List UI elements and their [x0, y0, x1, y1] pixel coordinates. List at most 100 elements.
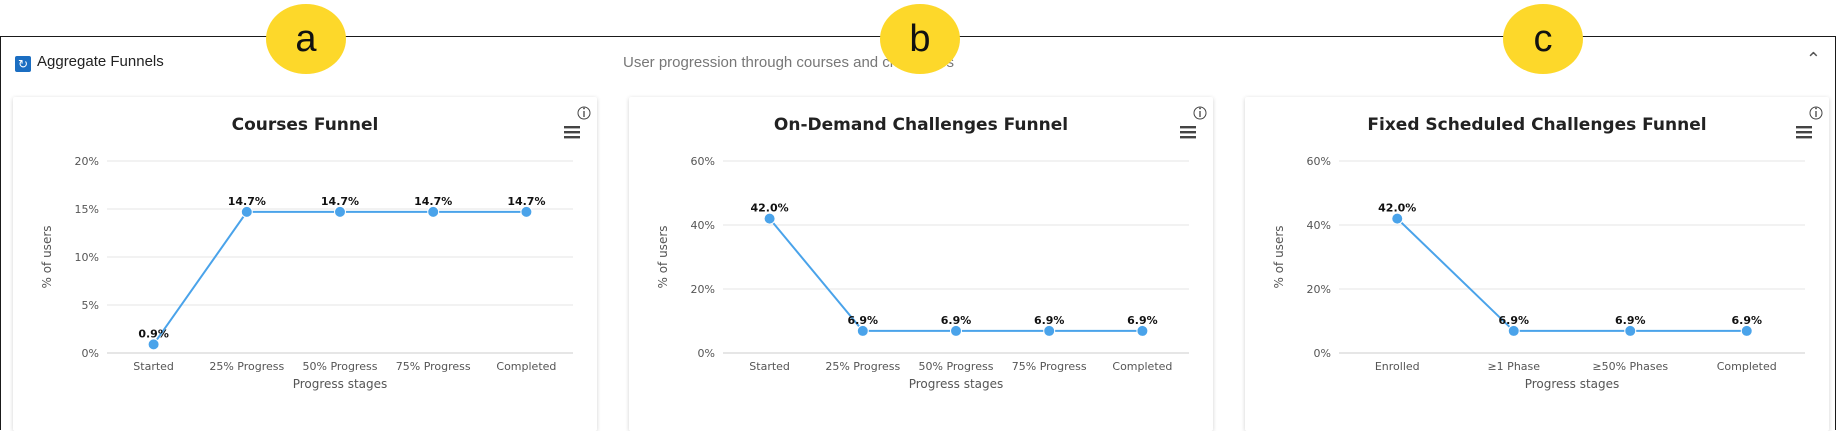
menu-bar-2: [1796, 136, 1812, 139]
callout-badge-a: a: [266, 4, 346, 74]
y-tick-label: 0%: [1314, 347, 1331, 360]
chart-title: Courses Funnel: [232, 115, 379, 135]
data-point[interactable]: [427, 205, 440, 218]
callout-badge-c: c: [1503, 4, 1583, 74]
data-point[interactable]: [1507, 324, 1520, 337]
data-point[interactable]: [763, 212, 776, 225]
data-label: 6.9%: [1034, 314, 1065, 327]
info-icon-dot: [1199, 107, 1201, 110]
data-label: 6.9%: [848, 314, 879, 327]
data-point[interactable]: [950, 324, 962, 337]
hamburger-menu-icon[interactable]: [1180, 126, 1196, 139]
y-tick-label: 40%: [691, 219, 715, 232]
info-icon-dot: [583, 107, 585, 110]
data-label: 14.7%: [507, 195, 545, 208]
y-axis-title: % of users: [40, 225, 54, 288]
chart-card-on-demand: On-Demand Challenges Funnel 0% 20% 40% 60% St…: [629, 97, 1213, 431]
y-tick-label: 20%: [691, 283, 715, 296]
data-label: 6.9%: [941, 314, 972, 327]
aggregate-funnels-panel: ↻ Aggregate Funnels User progression thr…: [0, 36, 1836, 431]
info-icon[interactable]: [1809, 106, 1823, 120]
x-tick-label: Completed: [1112, 360, 1172, 373]
x-tick-label: 50% Progress: [303, 360, 378, 373]
data-point[interactable]: [240, 205, 253, 218]
info-icon-dot: [1815, 107, 1817, 110]
y-axis-title: % of users: [656, 225, 670, 288]
y-axis-title: % of users: [1272, 225, 1286, 288]
panel-subtitle: User progression through courses and cha…: [623, 54, 955, 71]
menu-bar-2: [564, 136, 580, 139]
data-point[interactable]: [1136, 324, 1149, 337]
data-label: 14.7%: [414, 195, 452, 208]
data-point[interactable]: [147, 338, 160, 351]
x-tick-label: Completed: [1717, 360, 1777, 373]
chart-card-courses: Courses Funnel 0% 5% 10% 15% 20% Started 25% Pr…: [13, 97, 597, 431]
y-tick-label: 5%: [82, 299, 99, 312]
series-line: [1396, 217, 1747, 332]
data-label: 0.9%: [138, 327, 169, 340]
x-tick-label: Started: [133, 360, 174, 373]
data-point[interactable]: [1391, 212, 1404, 225]
chart-title: On-Demand Challenges Funnel: [774, 115, 1068, 135]
data-point[interactable]: [1043, 324, 1056, 337]
data-label: 42.0%: [751, 202, 789, 215]
info-icon-circle: [1809, 106, 1823, 120]
data-label: 14.7%: [228, 195, 266, 208]
x-axis-title: Progress stages: [293, 377, 388, 391]
x-tick-label: Started: [749, 360, 790, 373]
menu-bar-1: [1796, 131, 1812, 134]
data-label: 42.0%: [1378, 202, 1416, 215]
menu-bar-1: [564, 131, 580, 134]
series-line: [152, 210, 527, 345]
y-tick-label: 0%: [82, 347, 99, 360]
y-tick-label: 20%: [75, 155, 99, 168]
chart-card-fixed-scheduled: Fixed Scheduled Challenges Funnel 0% 20% 40…: [1245, 97, 1829, 431]
x-tick-label: 50% Progress: [919, 360, 994, 373]
data-label: 6.9%: [1127, 314, 1158, 327]
hamburger-menu-icon[interactable]: [1796, 126, 1812, 139]
chart-courses-funnel: Courses Funnel 0% 5% 10% 15% 20% Started 25% Pr…: [40, 106, 591, 391]
y-tick-label: 15%: [75, 203, 99, 216]
chart-fixed-scheduled-funnel: Fixed Scheduled Challenges Funnel 0% 20% 40…: [1272, 106, 1823, 391]
menu-bar-0: [564, 126, 580, 129]
menu-bar-1: [1180, 131, 1196, 134]
info-icon-circle: [1193, 106, 1207, 120]
refresh-icon[interactable]: ↻: [15, 56, 31, 72]
x-axis-title: Progress stages: [909, 377, 1004, 391]
data-point[interactable]: [1740, 324, 1753, 337]
x-tick-label: Completed: [496, 360, 556, 373]
y-tick-label: 20%: [1307, 283, 1331, 296]
menu-bar-0: [1180, 126, 1196, 129]
y-tick-label: 60%: [1307, 155, 1331, 168]
hamburger-menu-icon[interactable]: [564, 126, 580, 139]
data-label: 6.9%: [1731, 314, 1762, 327]
y-tick-label: 0%: [698, 347, 715, 360]
x-tick-label: ≥1 Phase: [1487, 360, 1540, 373]
info-icon-circle: [577, 106, 591, 120]
info-icon[interactable]: [1193, 106, 1207, 120]
y-tick-label: 60%: [691, 155, 715, 168]
chevron-up-icon[interactable]: ⌃: [1805, 49, 1821, 70]
chart-title: Fixed Scheduled Challenges Funnel: [1367, 115, 1706, 135]
info-icon[interactable]: [577, 106, 591, 120]
x-tick-label: 75% Progress: [396, 360, 471, 373]
data-point[interactable]: [856, 324, 869, 337]
menu-bar-2: [1180, 136, 1196, 139]
callout-badge-b: b: [880, 4, 960, 74]
data-point[interactable]: [1624, 324, 1637, 337]
y-tick-label: 10%: [75, 251, 99, 264]
data-point[interactable]: [334, 205, 346, 218]
x-axis-title: Progress stages: [1525, 377, 1620, 391]
chart-on-demand-funnel: On-Demand Challenges Funnel 0% 20% 40% 60% St…: [656, 106, 1207, 391]
panel-header: ↻ Aggregate Funnels User progression thr…: [1, 37, 1835, 89]
data-label: 6.9%: [1615, 314, 1646, 327]
x-tick-label: 25% Progress: [825, 360, 900, 373]
x-tick-label: ≥50% Phases: [1592, 360, 1668, 373]
x-tick-label: 25% Progress: [209, 360, 284, 373]
menu-bar-0: [1796, 126, 1812, 129]
y-tick-label: 40%: [1307, 219, 1331, 232]
data-point[interactable]: [520, 205, 533, 218]
data-label: 14.7%: [321, 195, 359, 208]
x-tick-label: 75% Progress: [1012, 360, 1087, 373]
x-tick-label: Enrolled: [1375, 360, 1420, 373]
